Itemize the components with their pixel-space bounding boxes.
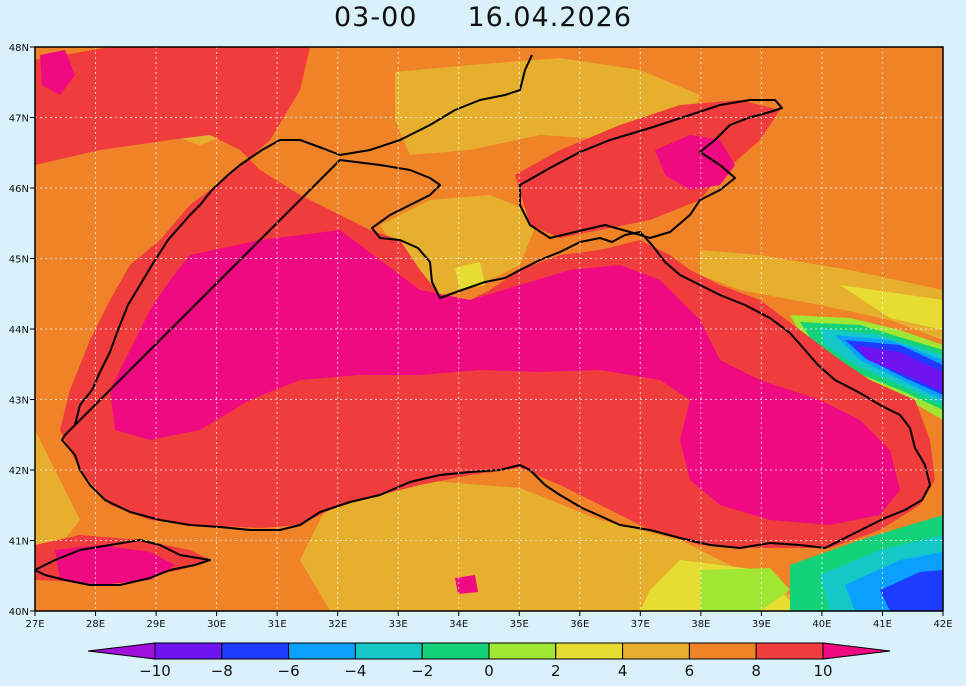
lon-tick-label: 32E xyxy=(328,619,347,630)
colorbar-label: 0 xyxy=(484,662,494,680)
lon-tick-label: 35E xyxy=(510,619,529,630)
coastline xyxy=(35,54,931,586)
field-band-4-6 xyxy=(35,58,943,611)
colorbar-segment xyxy=(221,642,290,660)
colorbar-segment xyxy=(288,642,356,660)
longitude-axis: 27E 28E 29E 30E 31E 32E 33E 34E 35E 36E 37E 38E 39E 4… xyxy=(25,611,953,630)
lat-tick-label: 48N xyxy=(9,43,29,54)
lon-tick-label: 39E xyxy=(752,619,771,630)
colorbar-segment xyxy=(688,642,757,660)
lon-tick-label: 36E xyxy=(570,619,589,630)
field-band-neg8-neg6 xyxy=(845,340,943,611)
lon-tick-label: 34E xyxy=(449,619,468,630)
latitude-axis: 48N 47N 46N 45N 44N 43N 42N 41N 40N xyxy=(9,43,35,618)
lat-tick-label: 46N xyxy=(9,184,29,195)
colorbar-segment xyxy=(354,642,423,660)
lon-tick-label: 29E xyxy=(147,619,166,630)
lon-tick-label: 30E xyxy=(207,619,226,630)
colorbar-segment xyxy=(421,642,490,660)
colorbar-segment xyxy=(488,642,557,660)
colorbar-segment xyxy=(555,642,624,660)
lon-tick-label: 37E xyxy=(631,619,650,630)
colorbar-label: −2 xyxy=(411,662,433,680)
colorbar-label: 2 xyxy=(551,662,561,680)
map-grid xyxy=(35,47,943,611)
lat-tick-label: 47N xyxy=(9,114,29,125)
colorbar-segment xyxy=(622,642,690,660)
colorbar: −10 −8 −6 −4 −2 0 2 4 6 8 10 xyxy=(87,642,891,680)
colorbar-label: 4 xyxy=(618,662,628,680)
field-band-neg2-0 xyxy=(790,322,943,611)
colorbar-label: −6 xyxy=(278,662,300,680)
colorbar-segment xyxy=(154,642,223,660)
lon-tick-label: 42E xyxy=(933,619,952,630)
field-band-neg10-neg8 xyxy=(855,345,943,392)
title-time: 03-00 xyxy=(333,2,418,33)
map-title: 03-00 16.04.2026 xyxy=(0,2,966,42)
lon-tick-label: 41E xyxy=(873,619,892,630)
lon-tick-label: 31E xyxy=(268,619,287,630)
lat-tick-label: 45N xyxy=(9,255,29,266)
lat-tick-label: 44N xyxy=(9,325,29,336)
lon-tick-label: 40E xyxy=(812,619,831,630)
colorbar-label: 8 xyxy=(751,662,761,680)
colorbar-label: −10 xyxy=(139,662,171,680)
field-band-2-4 xyxy=(455,262,943,611)
lon-tick-label: 33E xyxy=(389,619,408,630)
colorbar-label: 6 xyxy=(685,662,695,680)
title-date: 16.04.2026 xyxy=(467,2,633,33)
field-band-gt10 xyxy=(40,50,900,594)
lon-tick-label: 27E xyxy=(25,619,44,630)
colorbar-segment xyxy=(755,642,824,660)
lon-tick-label: 38E xyxy=(691,619,710,630)
lat-tick-label: 40N xyxy=(9,607,29,618)
colorbar-label: −4 xyxy=(344,662,366,680)
lon-tick-label: 28E xyxy=(86,619,105,630)
colorbar-arrow-low xyxy=(87,642,156,660)
colorbar-label: −8 xyxy=(211,662,233,680)
lat-tick-label: 42N xyxy=(9,466,29,477)
colorbar-arrow-high xyxy=(822,642,891,660)
lat-tick-label: 41N xyxy=(9,537,29,548)
lat-tick-label: 43N xyxy=(9,396,29,407)
colorbar-label: 10 xyxy=(813,662,832,680)
